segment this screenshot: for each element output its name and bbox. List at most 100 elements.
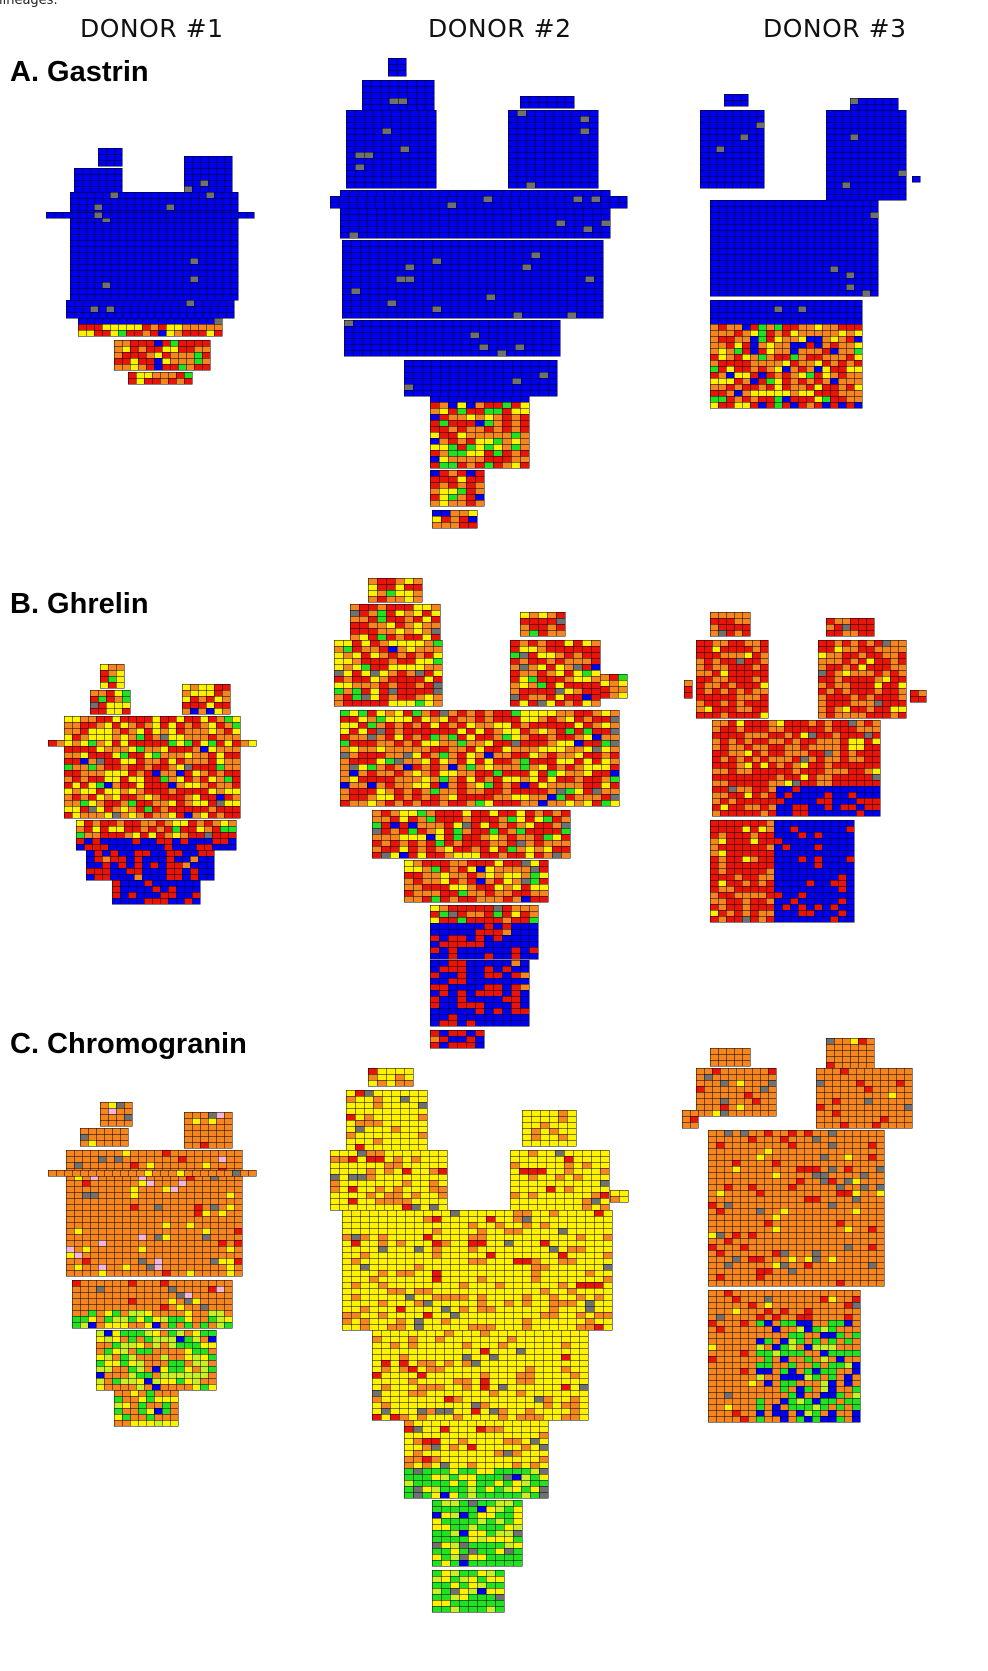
grid-cell [354, 175, 365, 183]
grid-cell [853, 283, 863, 291]
grid-cell [339, 219, 350, 227]
grid-cell [501, 934, 512, 942]
grid-cell [563, 693, 574, 701]
grid-cell [430, 615, 441, 623]
grid-cell [384, 769, 395, 777]
grid-cell [351, 687, 362, 695]
grid-cell [552, 121, 563, 129]
grid-cell [159, 745, 169, 753]
grid-cell [385, 621, 396, 629]
grid-cell [506, 827, 517, 835]
grid-cell [473, 195, 484, 203]
grid-cell [396, 645, 407, 653]
grid-cell [464, 195, 475, 203]
grid-cell [534, 181, 545, 189]
grid-cell [438, 419, 449, 427]
grid-cell [889, 127, 899, 135]
grid-cell [741, 305, 751, 313]
grid-cell [367, 589, 378, 597]
grid-cell [412, 577, 423, 585]
grid-cell [420, 799, 431, 807]
grid-cell [167, 879, 177, 887]
grid-cell [179, 825, 189, 833]
grid-cell [560, 839, 571, 847]
grid-cell [503, 305, 514, 313]
grid-cell [113, 701, 123, 709]
grid-cell [581, 681, 592, 689]
grid-cell [465, 443, 476, 451]
grid-cell [749, 289, 759, 297]
grid-cell [869, 205, 879, 213]
grid-cell [507, 151, 518, 159]
grid-cell [591, 745, 602, 753]
grid-cell [789, 395, 799, 403]
grid-cell [197, 695, 207, 703]
grid-cell [143, 733, 153, 741]
grid-cell [107, 825, 117, 833]
grid-cell [183, 185, 193, 193]
grid-cell [183, 811, 193, 819]
grid-cell [105, 159, 115, 167]
grid-cell [109, 293, 119, 301]
grid-cell [77, 251, 87, 259]
grid-cell [741, 365, 751, 373]
grid-cell [546, 629, 557, 637]
grid-cell [709, 241, 719, 249]
grid-cell [341, 251, 352, 259]
grid-cell [119, 739, 129, 747]
grid-cell [151, 739, 161, 747]
grid-cell [404, 311, 415, 319]
grid-cell [546, 721, 557, 729]
grid-cell [564, 739, 575, 747]
grid-cell [189, 873, 199, 881]
grid-cell [348, 231, 359, 239]
grid-cell [532, 331, 543, 339]
grid-cell [195, 843, 205, 851]
grid-cell [494, 293, 505, 301]
grid-cell [741, 353, 751, 361]
grid-cell [407, 851, 418, 859]
grid-cell [352, 331, 363, 339]
grid-cell [474, 461, 485, 469]
grid-cell [554, 639, 565, 647]
grid-cell [733, 395, 743, 403]
grid-cell [227, 837, 237, 845]
grid-cell [869, 289, 879, 297]
grid-cell [536, 645, 547, 653]
grid-cell [530, 275, 541, 283]
grid-cell [155, 843, 165, 851]
grid-cell [512, 275, 523, 283]
grid-cell [530, 251, 541, 259]
grid-cell [561, 169, 572, 177]
grid-cell [371, 821, 382, 829]
grid-cell [71, 805, 81, 813]
grid-cell [857, 151, 867, 159]
grid-cell [423, 693, 434, 701]
grid-cell [570, 157, 581, 165]
grid-cell [709, 265, 719, 273]
grid-cell [426, 121, 437, 129]
grid-cell [600, 231, 611, 239]
grid-cell [861, 247, 871, 255]
grid-cell [357, 727, 368, 735]
grid-cell [452, 851, 463, 859]
grid-cell [773, 259, 783, 267]
grid-cell [167, 891, 177, 899]
grid-cell [431, 263, 442, 271]
grid-cell [563, 675, 574, 683]
grid-cell [420, 721, 431, 729]
grid-cell [458, 299, 469, 307]
grid-cell [723, 151, 733, 159]
grid-cell [79, 799, 89, 807]
grid-cell [492, 431, 503, 439]
grid-cell [757, 329, 767, 337]
grid-cell [857, 121, 867, 129]
grid-cell [414, 687, 425, 695]
grid-cell [833, 193, 843, 201]
grid-cell [163, 843, 173, 851]
grid-cell [447, 401, 458, 409]
grid-cell [741, 299, 751, 307]
grid-cell [773, 383, 783, 391]
grid-cell [414, 669, 425, 677]
grid-cell [339, 709, 350, 717]
